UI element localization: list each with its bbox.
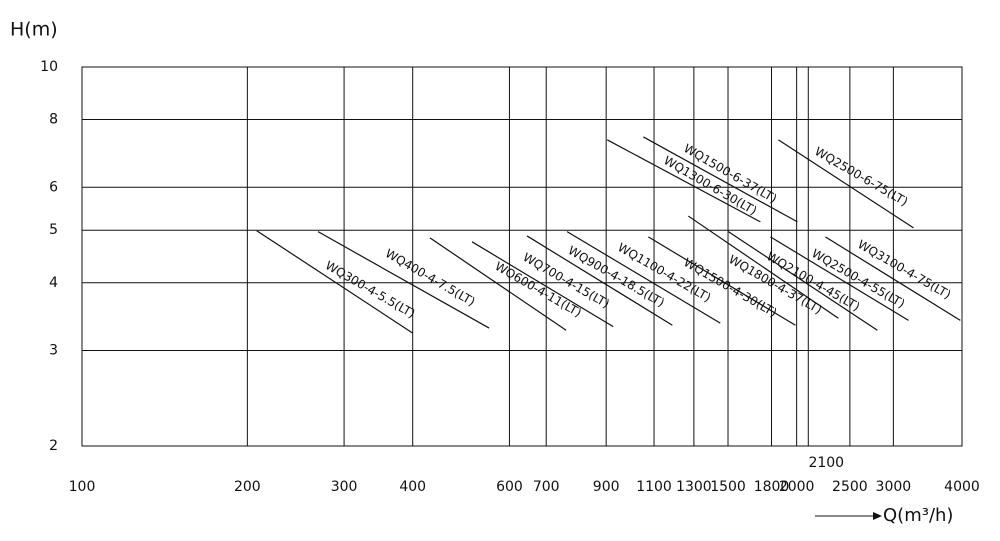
x-tick-label: 1800 xyxy=(754,479,790,495)
x-tick-label: 1300 xyxy=(676,479,712,495)
x-tick-label: 2100 xyxy=(808,455,844,471)
pump-curve xyxy=(643,136,798,223)
x-tick-label: 900 xyxy=(593,479,620,495)
pump-curve xyxy=(566,231,721,324)
pump-curve xyxy=(471,241,614,328)
y-tick-label: 4 xyxy=(49,275,58,291)
y-tick-label: 8 xyxy=(49,112,58,128)
pump-curve xyxy=(317,231,490,329)
pump-curve xyxy=(770,236,909,321)
x-tick-label: 600 xyxy=(496,479,523,495)
x-axis-arrowhead xyxy=(873,512,882,520)
x-tick-label: 1100 xyxy=(636,479,672,495)
y-axis-label: H(m) xyxy=(10,19,58,41)
y-tick-label: 2 xyxy=(49,438,58,454)
x-tick-label: 2000 xyxy=(779,479,815,495)
pump-curve xyxy=(256,230,414,334)
x-tick-label: 1500 xyxy=(710,479,746,495)
pump-curve xyxy=(606,139,761,223)
x-tick-label: 2500 xyxy=(832,479,868,495)
x-tick-label: 100 xyxy=(69,479,96,495)
x-tick-label: 4000 xyxy=(944,479,980,495)
pump-curve xyxy=(429,237,567,331)
x-tick-label: 200 xyxy=(234,479,261,495)
curve-label: WQ2500-6-75(LT) xyxy=(812,144,910,209)
pump-curve xyxy=(648,236,796,326)
pump-curve xyxy=(526,235,673,326)
pump-curve xyxy=(728,231,878,331)
y-tick-label: 10 xyxy=(40,59,58,75)
x-tick-label: 300 xyxy=(331,479,358,495)
x-axis-label: Q(m³/h) xyxy=(883,505,953,526)
pump-curve xyxy=(778,139,914,229)
x-tick-label: 400 xyxy=(399,479,426,495)
pump-curve xyxy=(825,236,961,321)
y-tick-label: 3 xyxy=(49,343,58,359)
y-tick-label: 6 xyxy=(49,179,58,195)
x-tick-label: 3000 xyxy=(876,479,912,495)
pump-curve xyxy=(687,215,839,319)
curve-label: WQ900-4-18.5(LT) xyxy=(566,243,667,310)
y-tick-label: 5 xyxy=(49,222,58,238)
x-tick-label: 700 xyxy=(533,479,560,495)
